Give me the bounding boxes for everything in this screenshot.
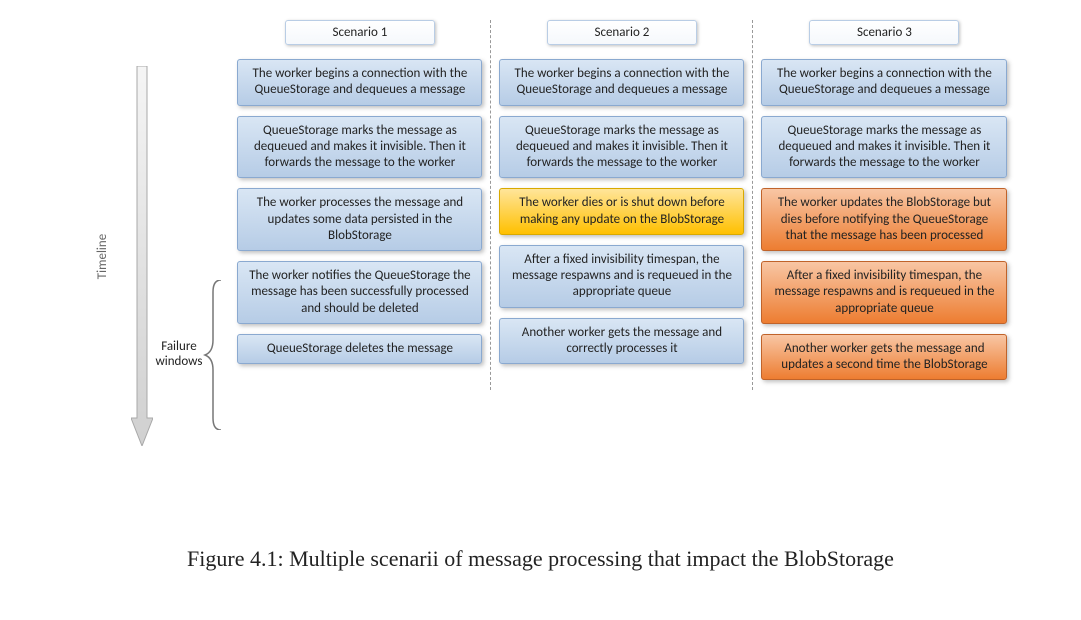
scenario-header: Scenario 3 bbox=[809, 20, 959, 45]
failure-windows-label: Failure windows bbox=[155, 340, 202, 370]
scenario-column: Scenario 1 The worker begins a connection… bbox=[229, 20, 491, 390]
failure-windows-group: Failure windows bbox=[161, 280, 221, 430]
columns-container: Scenario 1 The worker begins a connection… bbox=[229, 20, 1015, 390]
figure-caption: Figure 4.1: Multiple scenarii of message… bbox=[10, 546, 1071, 572]
timeline-label-wrap: Timeline bbox=[80, 66, 125, 446]
step-box: The worker updates the BlobStorage but d… bbox=[761, 188, 1007, 251]
step-box: Another worker gets the message and corr… bbox=[499, 318, 744, 365]
scenario-header: Scenario 2 bbox=[547, 20, 697, 45]
scenario-column: Scenario 2 The worker begins a connection… bbox=[491, 20, 753, 390]
failure-label-line: Failure bbox=[161, 339, 196, 354]
step-box: QueueStorage marks the message as dequeu… bbox=[499, 116, 744, 179]
step-box: QueueStorage marks the message as dequeu… bbox=[761, 116, 1007, 179]
failure-label-line: windows bbox=[155, 354, 202, 369]
step-box: The worker begins a connection with the … bbox=[761, 59, 1007, 106]
step-box: The worker notifies the QueueStorage the… bbox=[237, 261, 482, 324]
diagram-root: Timeline Failure windows Sce bbox=[80, 20, 1071, 446]
step-box: The worker processes the message and upd… bbox=[237, 188, 482, 251]
scenario-header: Scenario 1 bbox=[285, 20, 435, 45]
scenario-column: Scenario 3 The worker begins a connection… bbox=[753, 20, 1015, 390]
step-box: QueueStorage deletes the message bbox=[237, 334, 482, 364]
step-box: The worker begins a connection with the … bbox=[237, 59, 482, 106]
step-box: The worker dies or is shut down before m… bbox=[499, 188, 744, 235]
step-box: QueueStorage marks the message as dequeu… bbox=[237, 116, 482, 179]
down-arrow-icon bbox=[131, 66, 153, 446]
timeline-label: Timeline bbox=[95, 233, 110, 278]
step-box: After a fixed invisibility timespan, the… bbox=[761, 261, 1007, 324]
step-box: After a fixed invisibility timespan, the… bbox=[499, 245, 744, 308]
step-box: The worker begins a connection with the … bbox=[499, 59, 744, 106]
timeline-arrow-group: Timeline bbox=[80, 66, 153, 446]
step-box: Another worker gets the message and upda… bbox=[761, 334, 1007, 381]
brace-icon bbox=[203, 280, 223, 430]
